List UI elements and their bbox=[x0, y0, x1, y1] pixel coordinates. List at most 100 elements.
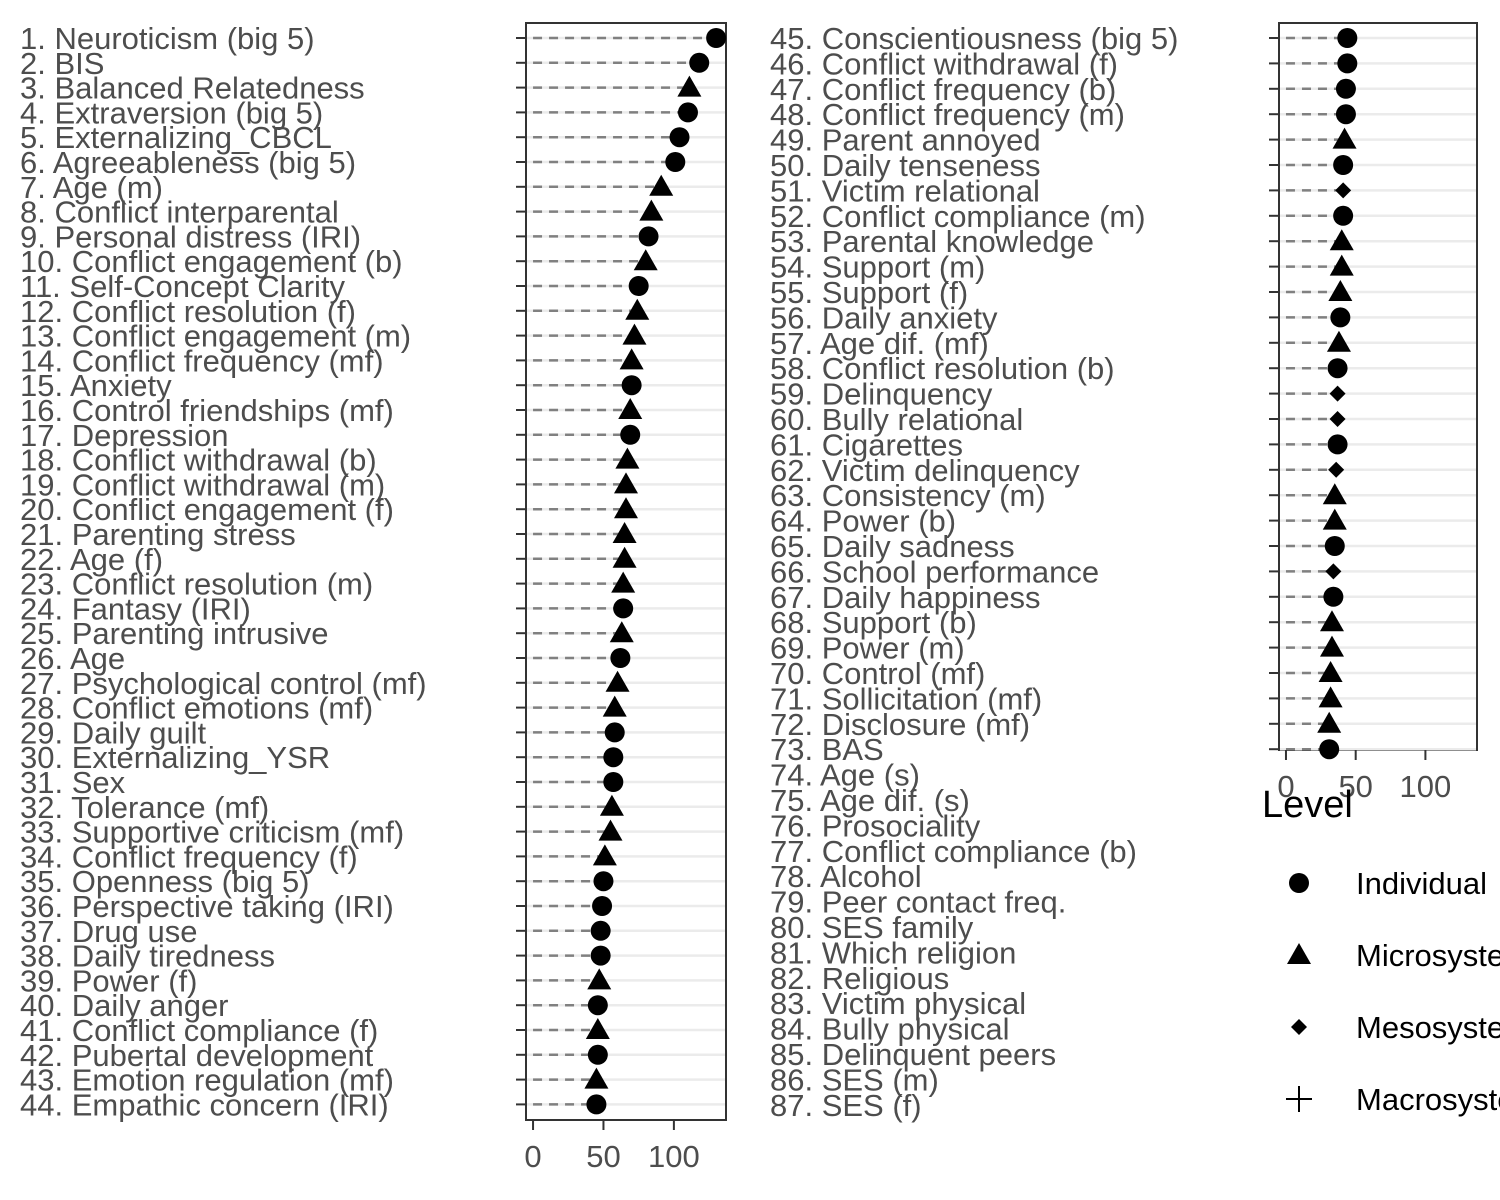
category-label-38-daily-tiredness: 38. Daily tiredness bbox=[20, 939, 275, 974]
data-point-62-victim-delinquency bbox=[1328, 461, 1345, 478]
data-point-42-pubertal-development bbox=[587, 1044, 608, 1065]
data-point-49-parent-annoyed bbox=[1332, 127, 1357, 149]
legend-key-microsystem bbox=[1287, 943, 1311, 964]
data-point-34-conflict-frequency-f bbox=[592, 844, 617, 866]
category-label-76-prosociality: 76. Prosociality bbox=[770, 808, 981, 843]
data-point-37-drug-use bbox=[590, 920, 611, 941]
data-point-73-bas bbox=[1319, 739, 1340, 760]
x-tick-label: 0 bbox=[524, 1139, 541, 1174]
category-label-34-conflict-frequency-f: 34. Conflict frequency (f) bbox=[20, 839, 358, 874]
category-label-78-alcohol: 78. Alcohol bbox=[770, 859, 922, 894]
data-point-3-balanced-relatedness bbox=[677, 75, 702, 97]
data-point-68-support-b bbox=[1319, 610, 1344, 632]
right-panel: 45. Conscientiousness (big 5)46. Conflic… bbox=[770, 21, 1478, 1123]
category-label-56-daily-anxiety: 56. Daily anxiety bbox=[770, 300, 998, 335]
category-label-53-parental-knowledge: 53. Parental knowledge bbox=[770, 224, 1094, 259]
category-label-85-delinquent-peers: 85. Delinquent peers bbox=[770, 1037, 1056, 1072]
category-label-59-delinquency: 59. Delinquency bbox=[770, 377, 993, 412]
category-label-45-conscientiousness-big-5: 45. Conscientiousness (big 5) bbox=[770, 21, 1178, 56]
category-label-64-power-b: 64. Power (b) bbox=[770, 504, 956, 539]
data-point-47-conflict-frequency-b bbox=[1335, 78, 1356, 99]
category-label-31-sex: 31. Sex bbox=[20, 765, 126, 800]
legend-title: Level bbox=[1262, 784, 1353, 826]
data-point-17-depression bbox=[620, 424, 641, 445]
category-label-39-power-f: 39. Power (f) bbox=[20, 963, 197, 998]
category-label-74-age-s: 74. Age (s) bbox=[770, 758, 920, 793]
category-label-14-conflict-frequency-mf: 14. Conflict frequency (mf) bbox=[20, 343, 384, 378]
data-point-59-delinquency bbox=[1329, 385, 1346, 402]
data-point-1-neuroticism-big-5 bbox=[706, 28, 727, 48]
category-label-7-age-m: 7. Age (m) bbox=[20, 170, 163, 205]
category-label-81-which-religion: 81. Which religion bbox=[770, 935, 1016, 970]
category-label-70-control-mf: 70. Control (mf) bbox=[770, 656, 985, 691]
data-point-27-psychological-control-mf bbox=[605, 670, 630, 692]
data-point-32-tolerance-mf bbox=[599, 794, 624, 816]
data-point-51-victim-relational bbox=[1335, 182, 1352, 199]
data-point-58-conflict-resolution-b bbox=[1327, 358, 1348, 379]
x-tick-label: 0 bbox=[1277, 769, 1294, 804]
category-label-50-daily-tenseness: 50. Daily tenseness bbox=[770, 148, 1041, 183]
category-label-65-daily-sadness: 65. Daily sadness bbox=[770, 529, 1015, 564]
category-label-15-anxiety: 15. Anxiety bbox=[20, 368, 172, 403]
category-label-2-bis: 2. BIS bbox=[20, 46, 104, 81]
category-label-24-fantasy-iri: 24. Fantasy (IRI) bbox=[20, 591, 251, 626]
category-label-1-neuroticism-big-5: 1. Neuroticism (big 5) bbox=[20, 21, 315, 56]
data-point-35-openness-big-5 bbox=[593, 871, 614, 892]
data-point-31-sex bbox=[603, 772, 624, 792]
x-tick-label: 100 bbox=[648, 1139, 700, 1174]
legend-label-microsystem: Microsystem bbox=[1356, 938, 1500, 973]
category-label-82-religious: 82. Religious bbox=[770, 961, 949, 996]
x-tick-label: 100 bbox=[1400, 769, 1452, 804]
data-point-19-conflict-withdrawal-m bbox=[614, 472, 638, 494]
category-label-61-cigarettes: 61. Cigarettes bbox=[770, 427, 963, 462]
category-label-63-consistency-m: 63. Consistency (m) bbox=[770, 478, 1046, 513]
category-label-10-conflict-engagement-b: 10. Conflict engagement (b) bbox=[20, 244, 403, 279]
category-label-41-conflict-compliance-f: 41. Conflict compliance (f) bbox=[20, 1013, 378, 1048]
data-point-44-empathic-concern-iri bbox=[586, 1094, 607, 1115]
legend: Level Individual Microsystem Mesosystem Mac… bbox=[1262, 784, 1500, 1117]
category-label-25-parenting-intrusive: 25. Parenting intrusive bbox=[20, 616, 328, 651]
data-point-60-bully-relational bbox=[1329, 411, 1346, 427]
category-label-32-tolerance-mf: 32. Tolerance (mf) bbox=[20, 790, 269, 825]
data-point-12-conflict-resolution-f bbox=[625, 298, 650, 320]
data-point-9-personal-distress-iri bbox=[638, 226, 659, 247]
data-point-46-conflict-withdrawal-f bbox=[1337, 53, 1358, 74]
data-point-41-conflict-compliance-f bbox=[585, 1018, 610, 1039]
category-label-40-daily-anger: 40. Daily anger bbox=[20, 988, 229, 1023]
category-label-72-disclosure-mf: 72. Disclosure (mf) bbox=[770, 707, 1030, 742]
category-label-52-conflict-compliance-m: 52. Conflict compliance (m) bbox=[770, 199, 1146, 234]
category-label-49-parent-annoyed: 49. Parent annoyed bbox=[770, 123, 1041, 158]
data-point-20-conflict-engagement-f bbox=[614, 497, 638, 519]
category-label-86-ses-m: 86. SES (m) bbox=[770, 1062, 939, 1097]
data-point-36-perspective-taking-iri bbox=[592, 896, 613, 916]
category-label-36-perspective-taking-iri: 36. Perspective taking (IRI) bbox=[20, 889, 394, 924]
category-label-21-parenting-stress: 21. Parenting stress bbox=[20, 517, 296, 552]
x-tick-label: 50 bbox=[1338, 769, 1372, 804]
category-label-51-victim-relational: 51. Victim relational bbox=[770, 173, 1040, 208]
category-label-66-school-performance: 66. School performance bbox=[770, 554, 1099, 589]
category-label-27-psychological-control-mf: 27. Psychological control (mf) bbox=[20, 666, 427, 701]
category-label-57-age-dif-mf: 57. Age dif. (mf) bbox=[770, 326, 989, 361]
category-label-67-daily-happiness: 67. Daily happiness bbox=[770, 580, 1041, 615]
data-point-8-conflict-interparental bbox=[639, 199, 664, 221]
category-label-84-bully-physical: 84. Bully physical bbox=[770, 1012, 1010, 1047]
category-label-48-conflict-frequency-m: 48. Conflict frequency (m) bbox=[770, 97, 1125, 132]
category-label-80-ses-family: 80. SES family bbox=[770, 910, 974, 945]
data-point-72-disclosure-mf bbox=[1317, 711, 1342, 733]
category-label-54-support-m: 54. Support (m) bbox=[770, 250, 985, 285]
data-point-38-daily-tiredness bbox=[590, 945, 611, 966]
category-label-73-bas: 73. BAS bbox=[770, 732, 884, 767]
category-label-9-personal-distress-iri: 9. Personal distress (IRI) bbox=[20, 219, 361, 254]
data-point-7-age-m bbox=[649, 174, 674, 196]
data-point-29-daily-guilt bbox=[604, 722, 625, 743]
category-label-19-conflict-withdrawal-m: 19. Conflict withdrawal (m) bbox=[20, 467, 385, 502]
category-label-69-power-m: 69. Power (m) bbox=[770, 631, 965, 666]
category-label-6-agreeableness-big-5: 6. Agreeableness (big 5) bbox=[20, 145, 356, 180]
legend-key-macrosystem bbox=[1286, 1086, 1312, 1112]
category-label-44-empathic-concern-iri: 44. Empathic concern (IRI) bbox=[20, 1087, 389, 1122]
data-point-24-fantasy-iri bbox=[613, 598, 634, 619]
data-point-33-supportive-criticism-mf bbox=[598, 819, 623, 841]
data-point-4-extraversion-big-5 bbox=[677, 102, 698, 123]
